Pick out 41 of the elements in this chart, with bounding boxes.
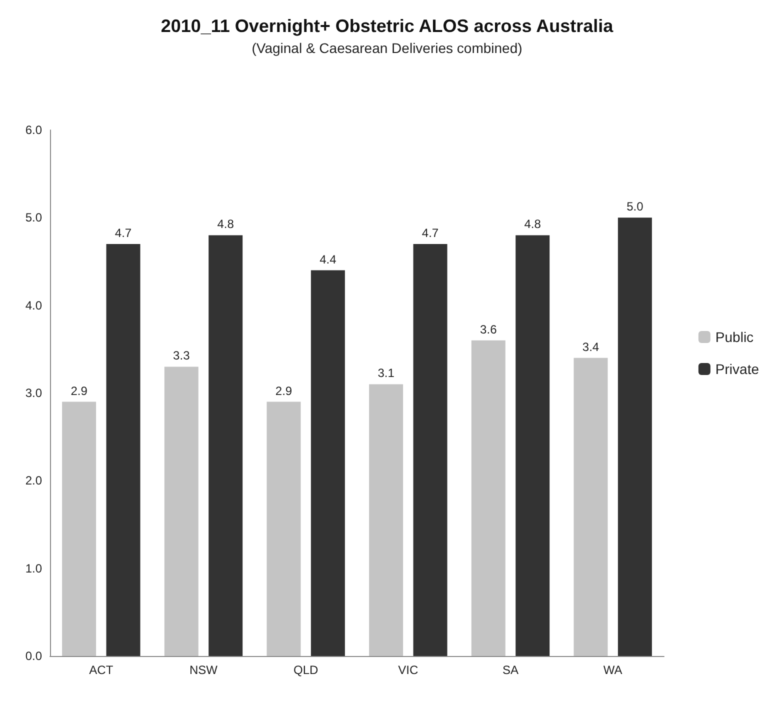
y-tick-label: 5.0: [25, 210, 42, 225]
x-tick-label: QLD: [293, 663, 318, 677]
x-tick-label: SA: [502, 663, 519, 677]
data-label: 3.3: [173, 348, 190, 363]
bar: [208, 235, 243, 656]
y-tick-label: 1.0: [25, 561, 42, 576]
legend-label: Public: [715, 329, 754, 345]
data-label: 5.0: [626, 200, 644, 214]
data-label: 2.9: [275, 384, 292, 398]
bar: [62, 402, 96, 656]
data-label: 4.7: [422, 226, 439, 240]
chart-title: 2010_11 Overnight+ Obstetric ALOS across Australia: [160, 16, 614, 36]
data-label: 4.8: [524, 217, 542, 232]
y-tick-label: 2.0: [25, 474, 42, 488]
x-tick-label: ACT: [89, 663, 114, 677]
bar: [164, 366, 198, 656]
bar: [413, 244, 448, 656]
bar: [618, 218, 652, 656]
data-label: 4.7: [114, 226, 132, 240]
data-label: 3.1: [378, 366, 395, 380]
x-tick-label: NSW: [190, 663, 218, 677]
bar: [574, 358, 608, 656]
bar: [266, 402, 301, 656]
y-tick-label: 3.0: [25, 386, 42, 400]
data-label: 4.4: [320, 252, 337, 266]
chart-subtitle: (Vaginal & Caesarean Deliveries combined): [252, 40, 522, 56]
bar: [369, 384, 404, 656]
bar: [310, 270, 345, 656]
x-tick-label: WA: [603, 663, 622, 677]
bar: [106, 244, 140, 656]
legend-label: Private: [715, 361, 760, 377]
x-tick-label: VIC: [398, 663, 418, 677]
y-tick-label: 0.0: [25, 649, 42, 663]
bar: [516, 235, 550, 656]
data-label: 4.8: [217, 217, 234, 232]
y-tick-label: 6.0: [25, 123, 42, 137]
data-label: 3.4: [582, 340, 600, 354]
y-tick-label: 4.0: [25, 298, 42, 312]
bar: [471, 340, 506, 656]
data-label: 2.9: [70, 384, 88, 398]
data-label: 3.6: [480, 322, 498, 336]
